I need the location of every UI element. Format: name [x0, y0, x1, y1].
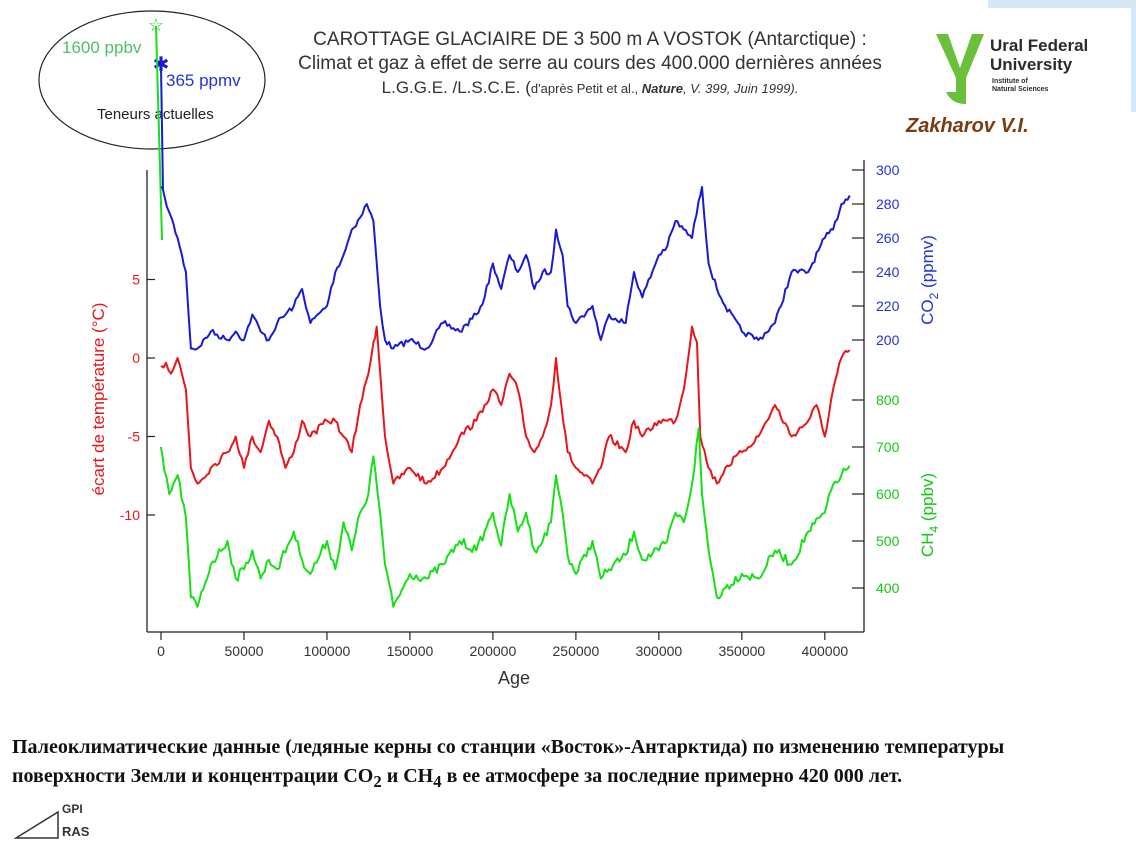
inset-co2-label: 365 ppmv [166, 71, 241, 90]
co2-present-spike [160, 65, 164, 191]
x-tick-label: 400000 [801, 643, 848, 659]
footer-org-2: RAS [62, 824, 90, 839]
co2-tick-label: 280 [876, 196, 900, 212]
x-tick-label: 50000 [225, 643, 264, 659]
ch4-axis-ticks: 800 700 600 500 400 [852, 392, 900, 596]
logo-inst-line-2: Natural Sciences [992, 86, 1049, 93]
title-reference: , V. 399, Juin 1999). [682, 81, 799, 96]
ch4-present-spike [155, 25, 163, 241]
co2-tick-label: 200 [876, 332, 900, 348]
footer-logo: GPI RAS [13, 802, 104, 846]
logo-name: Ural Federal University [990, 36, 1088, 74]
ch4-tick-label: 800 [876, 392, 900, 408]
footer-org-1: GPI [62, 802, 83, 816]
x-axis-label: Age [498, 668, 530, 688]
co2-axis-label: CO2 (ppmv) [918, 235, 941, 325]
star-marker-icon: ☆ [148, 15, 164, 35]
university-logo: Ural Federal University Institute of Nat… [932, 30, 1112, 110]
logo-name-line-1: Ural Federal [990, 36, 1089, 55]
co2-tick-label: 260 [876, 230, 900, 246]
ch4-tick-label: 700 [876, 439, 900, 455]
x-tick-label: 100000 [304, 643, 351, 659]
caption-sub-ch4: 4 [433, 772, 442, 791]
figure-caption: Палеоклиматические данные (ледяные керны… [12, 733, 1122, 796]
ch4-tick-label: 500 [876, 533, 900, 549]
ch4-tick-label: 600 [876, 486, 900, 502]
side-accent-bar [1131, 0, 1136, 112]
x-axis-ticks: 0 50000 100000 150000 200000 250000 300000 3500… [157, 632, 848, 659]
inset-caption: Teneurs actuelles [97, 106, 214, 123]
vostok-chart: 1600 ppbv 365 ppmv Teneurs actuelles ☆ ✱… [38, 10, 941, 688]
chart-series [160, 186, 851, 608]
x-tick-label: 350000 [718, 643, 765, 659]
caption-text-1: Палеоклиматические данные (ледяные керны… [12, 736, 1005, 787]
logo-institute: Institute of Natural Sciences [992, 78, 1048, 94]
inset-ellipse [38, 10, 266, 150]
inset-ch4-label: 1600 ppbv [62, 38, 142, 57]
logo-name-line-2: University [990, 55, 1073, 74]
title-journal: Nature [641, 81, 683, 96]
title-line-2: Climat et gaz à effet de serre au cours … [298, 53, 882, 74]
ch4-axis-label: CH4 (ppbv) [918, 473, 941, 557]
x-tick-label: 250000 [553, 643, 600, 659]
caption-text-2: и CH [381, 765, 434, 787]
co2-tick-label: 220 [876, 298, 900, 314]
title-line-3: L.G.G.E. /L.S.C.E. (d'après Petit et al.… [250, 76, 930, 101]
temp-tick-label: -10 [120, 507, 140, 523]
co2-tick-label: 300 [876, 162, 900, 178]
title-source: d'après Petit et al., [530, 81, 642, 96]
author-name: Zakharov V.I. [906, 115, 1029, 137]
x-tick-label: 0 [157, 643, 165, 659]
triangle-logo-icon [13, 810, 59, 839]
title-line-1: CAROTTAGE GLACIAIRE DE 3 500 m A VOSTOK … [313, 29, 867, 50]
caption-text-3: в ее атмосфере за последние примерно 420… [441, 765, 903, 787]
x-tick-label: 150000 [387, 643, 434, 659]
temp-axis-label: écart de température (°C) [89, 303, 108, 496]
chart-title: CAROTTAGE GLACIAIRE DE 3 500 m A VOSTOK … [250, 28, 930, 101]
temp-tick-label: 5 [132, 272, 140, 288]
x-tick-label: 200000 [470, 643, 517, 659]
x-tick-label: 300000 [635, 643, 682, 659]
co2-axis-ticks: 300 280 260 240 220 200 [852, 162, 900, 348]
ch4-series-line [160, 427, 851, 608]
ural-logo-icon [936, 34, 984, 104]
logo-inst-line-1: Institute of [992, 78, 1028, 85]
ch4-tick-label: 400 [876, 580, 900, 596]
temp-tick-label: 0 [132, 350, 140, 366]
co2-series-line [160, 186, 851, 351]
temp-tick-label: -5 [128, 429, 141, 445]
co2-tick-label: 240 [876, 264, 900, 280]
top-accent-bar [988, 0, 1136, 8]
temp-series-line [160, 325, 851, 485]
caption-sub-co2: 2 [373, 772, 382, 791]
temp-axis-ticks: 5 0 -5 -10 [120, 272, 155, 523]
title-lab: L.G.G.E. /L.S.C.E. ( [381, 78, 531, 97]
